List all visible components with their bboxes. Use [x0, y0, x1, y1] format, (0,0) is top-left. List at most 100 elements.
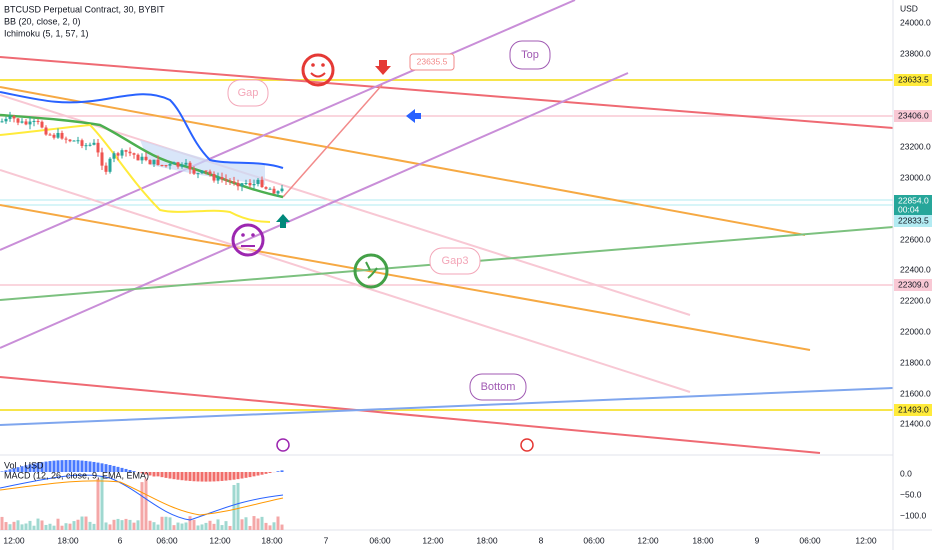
price-label: 23200.0 [900, 141, 931, 151]
candle-body [224, 179, 228, 181]
candle-body [32, 120, 36, 122]
volume-bar [76, 519, 80, 530]
candle-body [52, 134, 56, 138]
trend-line [0, 94, 691, 316]
candle-body [96, 142, 100, 153]
volume-bar [188, 516, 192, 530]
eye [241, 233, 245, 237]
macd-histogram [104, 464, 108, 472]
price-tag-label: 23406.0 [898, 110, 929, 120]
macd-histogram [60, 460, 64, 472]
annotation-bubbles [227, 40, 551, 401]
macd-histogram [72, 460, 76, 472]
volume-bar [0, 516, 4, 530]
candles [0, 111, 284, 197]
macd-histogram [212, 472, 216, 482]
price-tag [894, 404, 932, 416]
candle-body [8, 116, 12, 119]
annotation: Bottom [481, 381, 516, 393]
price-label: 22600.0 [900, 234, 931, 244]
macd-histogram [256, 472, 260, 476]
volume-bar [172, 525, 176, 530]
candle-body [64, 138, 68, 140]
macd-histogram [252, 472, 256, 477]
price-label: 21800.0 [900, 357, 931, 367]
candle-body [212, 173, 216, 181]
event-icon[interactable] [276, 438, 290, 452]
candle-body [120, 150, 124, 156]
time-label: 06:00 [583, 535, 605, 545]
volume-bar [240, 519, 244, 530]
price-tag [894, 195, 932, 215]
volume-bar [156, 524, 160, 530]
smiley-neutral [231, 223, 265, 257]
trend-line [0, 204, 811, 351]
macd-histogram [28, 464, 32, 472]
macd-histogram [172, 472, 176, 480]
macd-histogram [184, 472, 188, 481]
candle-body [40, 121, 44, 128]
candle-body [88, 144, 92, 146]
volume-bar [16, 520, 20, 530]
volume-bar [208, 520, 212, 530]
time-label: 12:00 [3, 535, 25, 545]
candle-body [132, 153, 136, 155]
volume-bar [28, 520, 32, 530]
smile [310, 72, 326, 78]
volume-bar [32, 525, 36, 530]
pane-title: Vol · USD [4, 460, 44, 470]
candle-body [268, 188, 272, 190]
volume-bar [236, 482, 240, 530]
volume-bar [192, 519, 196, 530]
macd-histogram [128, 470, 132, 472]
macd-histogram [280, 470, 284, 472]
time-label: 18:00 [692, 535, 714, 545]
macd-histogram [48, 461, 52, 472]
candle-body [24, 121, 28, 125]
macd-histogram [268, 472, 272, 473]
volume-bar [80, 516, 84, 530]
annotation: Top [521, 49, 539, 61]
volume-bar [120, 520, 124, 530]
time-label: 18:00 [476, 535, 498, 545]
volume-bar [84, 516, 88, 530]
projection-line [282, 84, 383, 198]
eye [311, 63, 315, 67]
macd-histogram [68, 460, 72, 472]
candle-body [92, 142, 96, 145]
volume-bar [40, 520, 44, 530]
volume-bar [96, 478, 100, 530]
pane-axis-label: −100.0 [900, 510, 927, 520]
macd-histogram [96, 462, 100, 472]
candle-body [72, 140, 76, 142]
macd-histogram [24, 465, 28, 472]
price-tag-label: 22309.0 [898, 279, 929, 289]
candle-body [68, 139, 72, 142]
candle-body [136, 154, 140, 161]
macd-histogram [180, 472, 184, 481]
candle-body [160, 164, 164, 166]
volume-bar [216, 519, 220, 530]
event-icon[interactable] [520, 438, 534, 452]
pane-axis-label: 0.0 [900, 468, 912, 478]
volume-bar [44, 524, 48, 530]
volume-bar [124, 518, 128, 530]
time-label: 06:00 [156, 535, 178, 545]
macd-histogram [200, 472, 204, 482]
candle-body [148, 160, 152, 165]
candle-body [80, 140, 84, 146]
price-tag-label: 22854.0 [898, 195, 929, 205]
macd-histogram [124, 468, 128, 472]
macd-histogram [224, 472, 228, 481]
macd-histogram [208, 472, 212, 482]
macd-histogram [32, 463, 36, 472]
candle-body [44, 127, 48, 135]
macd-histogram [100, 463, 104, 472]
trend-line [0, 72, 629, 349]
price-tag [894, 215, 932, 227]
volume-bar [100, 476, 104, 530]
candle-body [124, 150, 128, 152]
macd-histogram [132, 471, 136, 472]
volume-bar [8, 524, 12, 530]
arrow-up [276, 214, 290, 228]
